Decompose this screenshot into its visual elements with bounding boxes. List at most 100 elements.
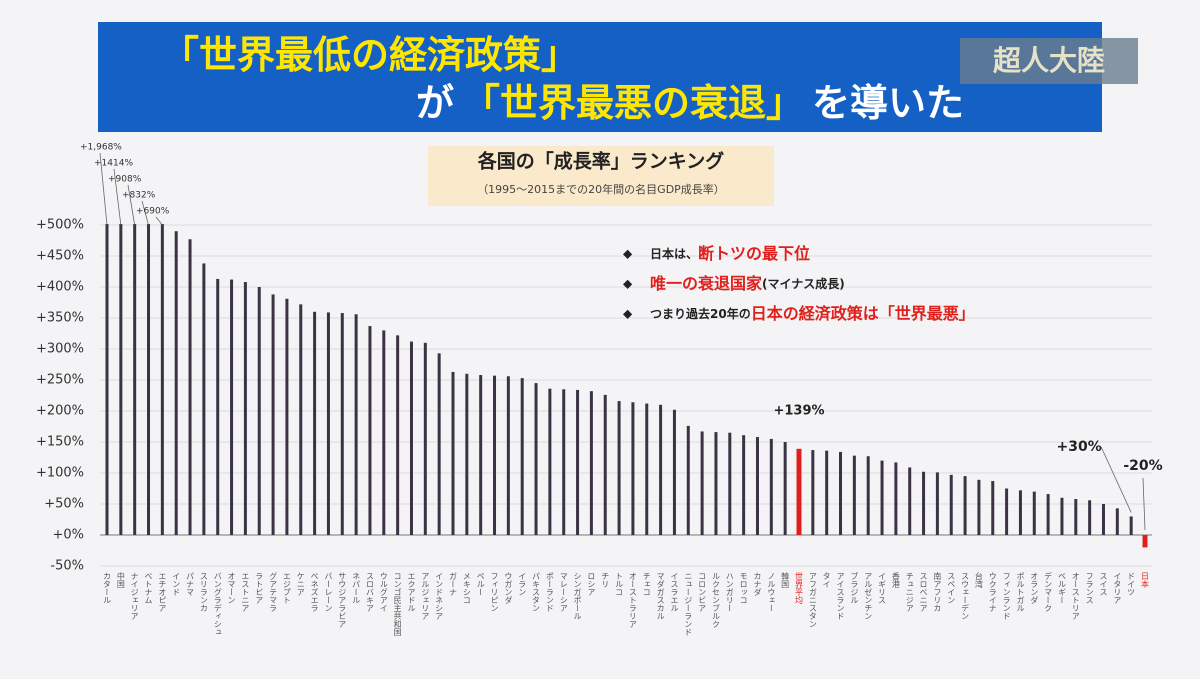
bar xyxy=(1115,508,1119,535)
bar xyxy=(894,462,898,535)
bar xyxy=(423,342,427,535)
value-label: +690% xyxy=(136,207,170,217)
x-tick-label: フィリピン xyxy=(490,572,499,612)
x-tick-label: アフガニスタン xyxy=(808,572,817,628)
value-label: +832% xyxy=(122,191,156,201)
bar xyxy=(1046,494,1050,535)
x-tick-label: トルコ xyxy=(615,572,624,596)
logo: 超人大陸 xyxy=(993,44,1105,77)
bar xyxy=(811,450,815,535)
bullet: ◆ xyxy=(623,277,633,291)
value-label: +1,968% xyxy=(80,143,122,153)
x-tick-label: スイス xyxy=(1099,572,1108,596)
x-tick-label: 南アフリカ xyxy=(933,571,942,612)
leader-line xyxy=(155,216,163,226)
x-tick-label: マレーシア xyxy=(559,572,568,612)
leader-line xyxy=(99,152,108,226)
x-tick-label: ロシア xyxy=(587,572,596,596)
x-tick-label: 世界平均 xyxy=(795,571,804,605)
bar xyxy=(908,467,912,535)
bar xyxy=(465,373,469,535)
y-tick-label: +50% xyxy=(44,497,84,512)
bar xyxy=(326,312,330,535)
annotation-segment: 日本の経済政策は「世界最悪」 xyxy=(751,304,975,323)
x-tick-label: バングラディシュ xyxy=(213,572,222,636)
x-tick-label: チュニジア xyxy=(905,572,914,612)
x-tick-label: パキスタン xyxy=(532,572,541,612)
x-tick-label: ネパール xyxy=(352,572,361,604)
leader-line xyxy=(141,200,149,226)
x-tick-label: エチオピア xyxy=(158,572,167,612)
x-tick-label: グアテマラ xyxy=(269,572,278,612)
x-tick-label: ナイジェリア xyxy=(130,572,139,620)
bar xyxy=(1088,500,1092,535)
x-tick-label: ベトナム xyxy=(144,572,153,604)
bar xyxy=(935,472,939,535)
x-tick-label: アルゼンチン xyxy=(864,572,873,620)
x-tick-label: スペイン xyxy=(947,572,956,604)
bar xyxy=(783,442,787,535)
x-tick-label: イタリア xyxy=(1113,572,1122,604)
x-tick-label: 中国 xyxy=(116,571,125,589)
x-tick-label: シンガポール xyxy=(573,572,582,620)
x-tick-label: メキシコ xyxy=(462,572,471,604)
bar xyxy=(1074,499,1078,535)
bar xyxy=(216,278,220,535)
bar xyxy=(991,481,995,535)
bar xyxy=(548,388,552,535)
bar xyxy=(493,375,497,535)
bar xyxy=(686,425,690,535)
x-tick-label: 日本 xyxy=(1141,572,1150,589)
bar xyxy=(340,313,344,535)
x-tick-label: タイ xyxy=(822,572,831,588)
bar xyxy=(880,460,884,535)
bar xyxy=(354,314,358,535)
y-tick-label: +300% xyxy=(36,342,84,357)
bullet: ◆ xyxy=(623,307,633,321)
header-banner xyxy=(98,22,1102,132)
text-segment: 「世界最悪の衰退」 xyxy=(462,81,804,125)
x-tick-label: ポーランド xyxy=(545,572,554,612)
x-tick-label: コンゴ民主共和国 xyxy=(393,572,402,637)
x-tick-label: スロベニア xyxy=(919,572,928,612)
bar xyxy=(243,282,247,535)
x-tick-label: ウクライナ xyxy=(988,572,997,612)
bar xyxy=(659,404,663,535)
y-tick-label: +350% xyxy=(36,311,84,326)
x-tick-label: インド xyxy=(172,572,181,596)
bar xyxy=(1005,488,1009,535)
bar xyxy=(714,432,718,535)
y-tick-label: +500% xyxy=(36,218,84,233)
bar xyxy=(299,304,303,535)
x-tick-label: オーストリア xyxy=(1071,572,1080,620)
x-tick-label: アイスランド xyxy=(836,572,845,620)
x-tick-label: オランダ xyxy=(1030,572,1039,604)
bar xyxy=(396,335,400,535)
x-tick-label: サウジアラビア xyxy=(338,572,347,628)
leader-line xyxy=(127,184,136,226)
x-tick-label: イスラエル xyxy=(670,572,679,612)
x-tick-label: スリランカ xyxy=(199,572,208,612)
x-tick-label: スロバキア xyxy=(365,572,374,612)
bar xyxy=(562,389,566,535)
header-line2: が「世界最悪の衰退」 を導いた xyxy=(416,81,964,125)
x-tick-label: ケニア xyxy=(296,572,305,596)
x-tick-label: ウルグアイ xyxy=(379,572,388,612)
annotation-segment: 日本は、 xyxy=(650,246,698,261)
y-tick-label: +250% xyxy=(36,373,84,388)
y-tick-label: +100% xyxy=(36,466,84,481)
bar xyxy=(437,353,441,535)
x-tick-label: バーレーン xyxy=(324,572,333,612)
bar xyxy=(700,431,704,535)
bar xyxy=(825,450,829,535)
x-tick-label: デンマーク xyxy=(1044,571,1053,612)
y-tick-label: +0% xyxy=(52,528,84,543)
x-tick-label: モロッコ xyxy=(739,572,748,604)
annotation-segment: 唯一の衰退国家 xyxy=(650,274,763,293)
x-tick-label: アルジェリア xyxy=(421,572,430,620)
value-label: +1414% xyxy=(94,159,133,169)
bar xyxy=(160,224,164,535)
annotation-segment: つまり過去20年の xyxy=(650,306,751,321)
annotation-segment: (マイナス成長) xyxy=(762,276,845,291)
